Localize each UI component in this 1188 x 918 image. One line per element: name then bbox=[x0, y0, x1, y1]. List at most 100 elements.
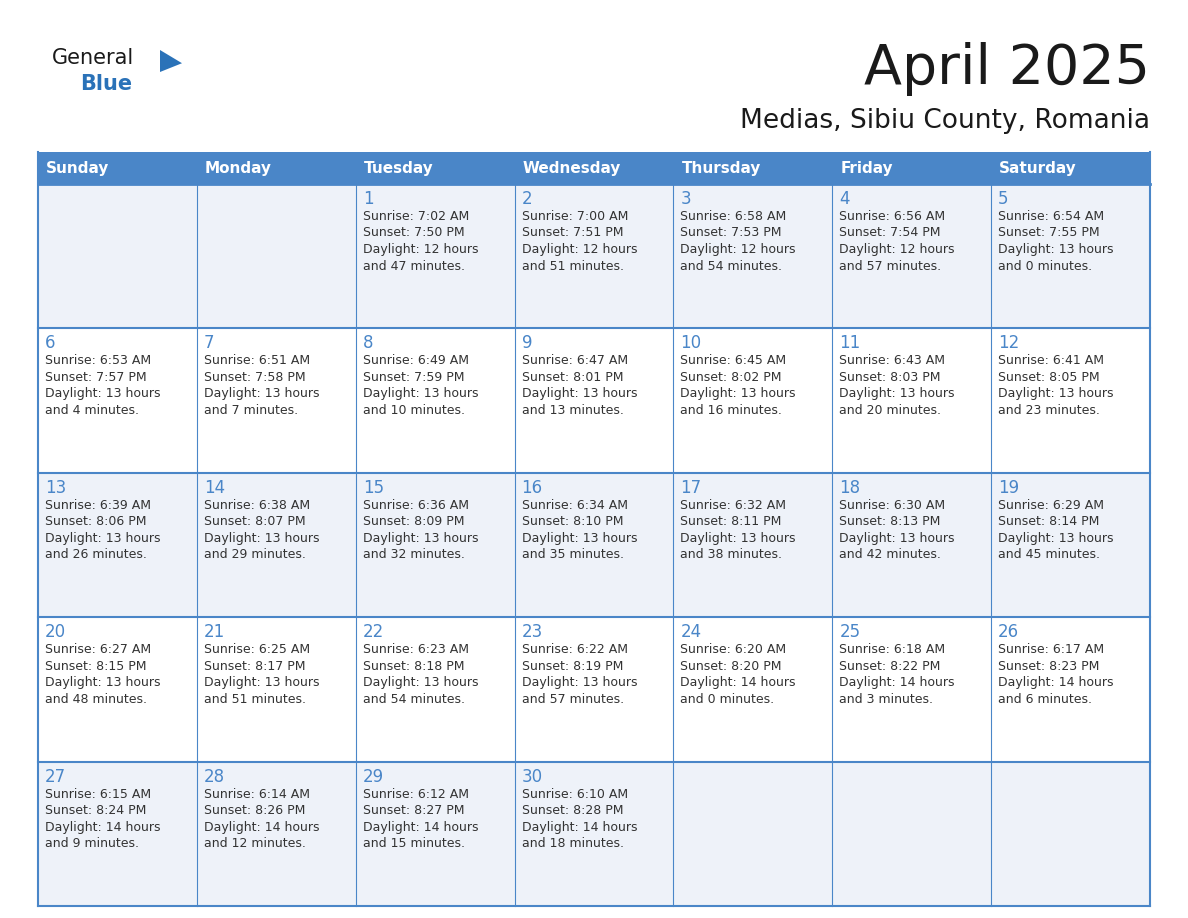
Text: Daylight: 14 hours: Daylight: 14 hours bbox=[681, 677, 796, 689]
Text: Daylight: 14 hours: Daylight: 14 hours bbox=[839, 677, 955, 689]
Text: 11: 11 bbox=[839, 334, 860, 353]
Text: 9: 9 bbox=[522, 334, 532, 353]
Text: and 35 minutes.: and 35 minutes. bbox=[522, 548, 624, 561]
Text: Sunset: 7:55 PM: Sunset: 7:55 PM bbox=[998, 227, 1100, 240]
Text: Daylight: 14 hours: Daylight: 14 hours bbox=[204, 821, 320, 834]
Text: 12: 12 bbox=[998, 334, 1019, 353]
Text: Sunrise: 6:17 AM: Sunrise: 6:17 AM bbox=[998, 644, 1105, 656]
Text: Sunrise: 6:53 AM: Sunrise: 6:53 AM bbox=[45, 354, 151, 367]
Text: and 45 minutes.: and 45 minutes. bbox=[998, 548, 1100, 561]
Text: and 54 minutes.: and 54 minutes. bbox=[681, 260, 783, 273]
Text: Daylight: 13 hours: Daylight: 13 hours bbox=[204, 532, 320, 544]
Bar bbox=[38, 184, 1150, 329]
Text: Blue: Blue bbox=[80, 74, 132, 94]
Text: Sunrise: 6:51 AM: Sunrise: 6:51 AM bbox=[204, 354, 310, 367]
Text: 17: 17 bbox=[681, 479, 702, 497]
Text: General: General bbox=[52, 48, 134, 68]
Text: Sunset: 7:53 PM: Sunset: 7:53 PM bbox=[681, 227, 782, 240]
Text: Sunrise: 6:34 AM: Sunrise: 6:34 AM bbox=[522, 498, 627, 512]
Text: Sunset: 7:54 PM: Sunset: 7:54 PM bbox=[839, 227, 941, 240]
Text: 14: 14 bbox=[204, 479, 225, 497]
Text: 5: 5 bbox=[998, 190, 1009, 208]
Text: Sunrise: 6:49 AM: Sunrise: 6:49 AM bbox=[362, 354, 469, 367]
Text: 19: 19 bbox=[998, 479, 1019, 497]
Text: Sunday: Sunday bbox=[46, 161, 109, 175]
Text: Wednesday: Wednesday bbox=[523, 161, 621, 175]
Text: and 9 minutes.: and 9 minutes. bbox=[45, 837, 139, 850]
Text: Daylight: 13 hours: Daylight: 13 hours bbox=[681, 532, 796, 544]
Text: Sunrise: 6:58 AM: Sunrise: 6:58 AM bbox=[681, 210, 786, 223]
Text: Sunset: 8:26 PM: Sunset: 8:26 PM bbox=[204, 804, 305, 817]
Text: and 4 minutes.: and 4 minutes. bbox=[45, 404, 139, 417]
Text: 4: 4 bbox=[839, 190, 849, 208]
Text: and 38 minutes.: and 38 minutes. bbox=[681, 548, 783, 561]
Text: Sunrise: 7:02 AM: Sunrise: 7:02 AM bbox=[362, 210, 469, 223]
Text: Medias, Sibiu County, Romania: Medias, Sibiu County, Romania bbox=[740, 108, 1150, 134]
Text: 8: 8 bbox=[362, 334, 373, 353]
Text: Daylight: 12 hours: Daylight: 12 hours bbox=[681, 243, 796, 256]
Text: Sunset: 8:06 PM: Sunset: 8:06 PM bbox=[45, 515, 146, 528]
Text: Sunrise: 6:18 AM: Sunrise: 6:18 AM bbox=[839, 644, 946, 656]
Text: 25: 25 bbox=[839, 623, 860, 641]
Text: 23: 23 bbox=[522, 623, 543, 641]
Text: Sunset: 8:19 PM: Sunset: 8:19 PM bbox=[522, 660, 623, 673]
Text: and 12 minutes.: and 12 minutes. bbox=[204, 837, 305, 850]
Text: Sunrise: 6:38 AM: Sunrise: 6:38 AM bbox=[204, 498, 310, 512]
Text: Sunset: 7:57 PM: Sunset: 7:57 PM bbox=[45, 371, 146, 384]
Text: Sunrise: 6:25 AM: Sunrise: 6:25 AM bbox=[204, 644, 310, 656]
Text: Daylight: 13 hours: Daylight: 13 hours bbox=[681, 387, 796, 400]
Text: Daylight: 12 hours: Daylight: 12 hours bbox=[839, 243, 955, 256]
Text: Sunrise: 6:30 AM: Sunrise: 6:30 AM bbox=[839, 498, 946, 512]
Text: 27: 27 bbox=[45, 767, 67, 786]
Text: Sunset: 8:02 PM: Sunset: 8:02 PM bbox=[681, 371, 782, 384]
Text: Daylight: 13 hours: Daylight: 13 hours bbox=[522, 532, 637, 544]
Text: Daylight: 13 hours: Daylight: 13 hours bbox=[998, 243, 1113, 256]
Text: 18: 18 bbox=[839, 479, 860, 497]
Text: and 29 minutes.: and 29 minutes. bbox=[204, 548, 305, 561]
Text: and 42 minutes.: and 42 minutes. bbox=[839, 548, 941, 561]
Text: Sunset: 7:51 PM: Sunset: 7:51 PM bbox=[522, 227, 623, 240]
Text: Daylight: 13 hours: Daylight: 13 hours bbox=[522, 677, 637, 689]
Text: Sunrise: 6:20 AM: Sunrise: 6:20 AM bbox=[681, 644, 786, 656]
Text: Daylight: 13 hours: Daylight: 13 hours bbox=[45, 677, 160, 689]
Text: Monday: Monday bbox=[204, 161, 272, 175]
Text: Sunset: 7:58 PM: Sunset: 7:58 PM bbox=[204, 371, 305, 384]
Text: Friday: Friday bbox=[840, 161, 893, 175]
Text: Sunset: 7:59 PM: Sunset: 7:59 PM bbox=[362, 371, 465, 384]
Text: Sunset: 8:10 PM: Sunset: 8:10 PM bbox=[522, 515, 623, 528]
Text: Sunrise: 6:10 AM: Sunrise: 6:10 AM bbox=[522, 788, 627, 800]
Text: 1: 1 bbox=[362, 190, 373, 208]
Text: 10: 10 bbox=[681, 334, 702, 353]
Text: Sunrise: 6:43 AM: Sunrise: 6:43 AM bbox=[839, 354, 946, 367]
Text: Daylight: 13 hours: Daylight: 13 hours bbox=[998, 387, 1113, 400]
Text: 28: 28 bbox=[204, 767, 225, 786]
Text: Sunrise: 6:29 AM: Sunrise: 6:29 AM bbox=[998, 498, 1104, 512]
Text: 22: 22 bbox=[362, 623, 384, 641]
Text: and 51 minutes.: and 51 minutes. bbox=[522, 260, 624, 273]
Text: and 13 minutes.: and 13 minutes. bbox=[522, 404, 624, 417]
Text: Sunset: 8:23 PM: Sunset: 8:23 PM bbox=[998, 660, 1100, 673]
Text: and 23 minutes.: and 23 minutes. bbox=[998, 404, 1100, 417]
Text: Sunset: 8:22 PM: Sunset: 8:22 PM bbox=[839, 660, 941, 673]
Text: Sunrise: 6:54 AM: Sunrise: 6:54 AM bbox=[998, 210, 1105, 223]
Bar bbox=[38, 762, 1150, 906]
Text: Sunset: 8:01 PM: Sunset: 8:01 PM bbox=[522, 371, 623, 384]
Bar bbox=[38, 329, 1150, 473]
Text: Sunset: 8:11 PM: Sunset: 8:11 PM bbox=[681, 515, 782, 528]
Text: 15: 15 bbox=[362, 479, 384, 497]
Bar bbox=[38, 152, 1150, 184]
Text: Sunset: 7:50 PM: Sunset: 7:50 PM bbox=[362, 227, 465, 240]
Text: Sunrise: 6:39 AM: Sunrise: 6:39 AM bbox=[45, 498, 151, 512]
Text: 24: 24 bbox=[681, 623, 702, 641]
Text: Sunrise: 6:41 AM: Sunrise: 6:41 AM bbox=[998, 354, 1104, 367]
Text: and 10 minutes.: and 10 minutes. bbox=[362, 404, 465, 417]
Text: and 18 minutes.: and 18 minutes. bbox=[522, 837, 624, 850]
Text: Sunset: 8:09 PM: Sunset: 8:09 PM bbox=[362, 515, 465, 528]
Text: Sunrise: 6:22 AM: Sunrise: 6:22 AM bbox=[522, 644, 627, 656]
Text: and 6 minutes.: and 6 minutes. bbox=[998, 693, 1092, 706]
Text: Sunrise: 6:27 AM: Sunrise: 6:27 AM bbox=[45, 644, 151, 656]
Text: Daylight: 12 hours: Daylight: 12 hours bbox=[522, 243, 637, 256]
Text: and 51 minutes.: and 51 minutes. bbox=[204, 693, 305, 706]
Polygon shape bbox=[160, 50, 182, 72]
Text: Tuesday: Tuesday bbox=[364, 161, 434, 175]
